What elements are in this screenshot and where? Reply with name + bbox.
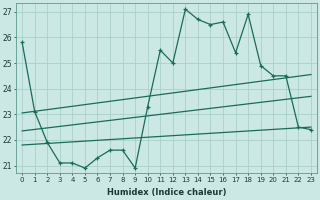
X-axis label: Humidex (Indice chaleur): Humidex (Indice chaleur) [107,188,226,197]
